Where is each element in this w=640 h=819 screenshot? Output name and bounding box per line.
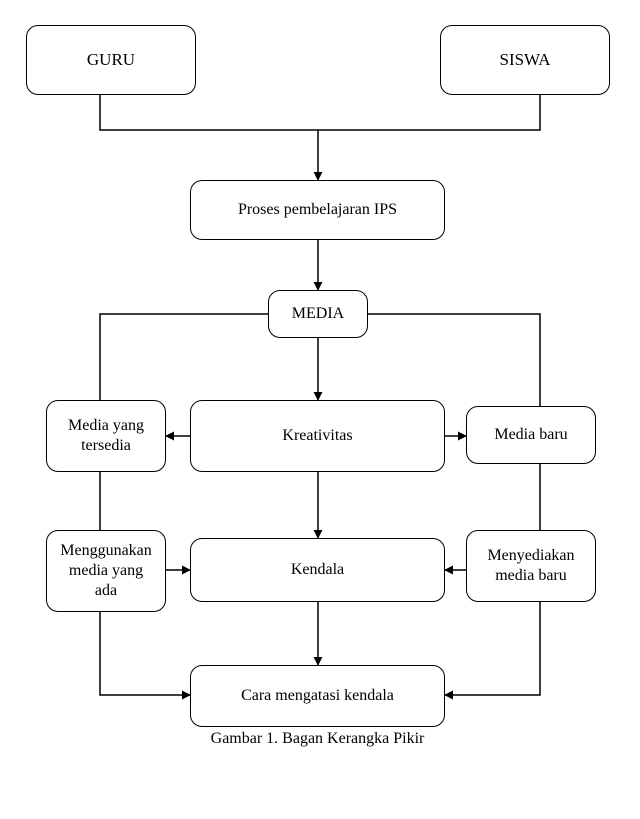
node-proses: Proses pembelajaran IPS bbox=[190, 180, 445, 240]
node-media-yang-tersedia: Media yang tersedia bbox=[46, 400, 166, 472]
node-kreativitas: Kreativitas bbox=[190, 400, 445, 472]
node-siswa: SISWA bbox=[440, 25, 610, 95]
node-guru: GURU bbox=[26, 25, 196, 95]
node-menggunakan: Menggunakan media yang ada bbox=[46, 530, 166, 612]
flowchart-canvas: GURU SISWA Proses pembelajaran IPS MEDIA… bbox=[0, 0, 640, 819]
node-cara: Cara mengatasi kendala bbox=[190, 665, 445, 727]
node-media: MEDIA bbox=[268, 290, 368, 338]
figure-caption: Gambar 1. Bagan Kerangka Pikir bbox=[190, 730, 445, 748]
node-menyediakan: Menyediakan media baru bbox=[466, 530, 596, 602]
node-kendala: Kendala bbox=[190, 538, 445, 602]
node-media-baru: Media baru bbox=[466, 406, 596, 464]
